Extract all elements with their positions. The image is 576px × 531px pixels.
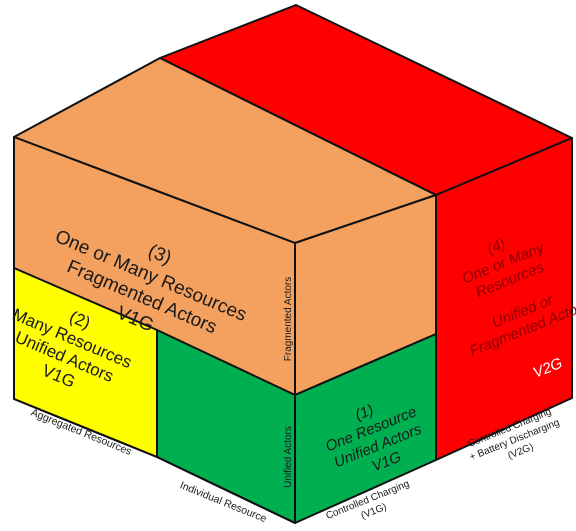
- box1-number: (1): [353, 401, 376, 424]
- box4-number: (4): [485, 235, 508, 258]
- box1-right-face: [294, 333, 437, 524]
- aggregated-floor-edge: [13, 398, 158, 458]
- individual-floor-edge: [156, 456, 296, 524]
- fragmented-actors-label: Fragmented Actors: [283, 277, 294, 361]
- unified-actors-label: Unified Actors: [283, 426, 294, 488]
